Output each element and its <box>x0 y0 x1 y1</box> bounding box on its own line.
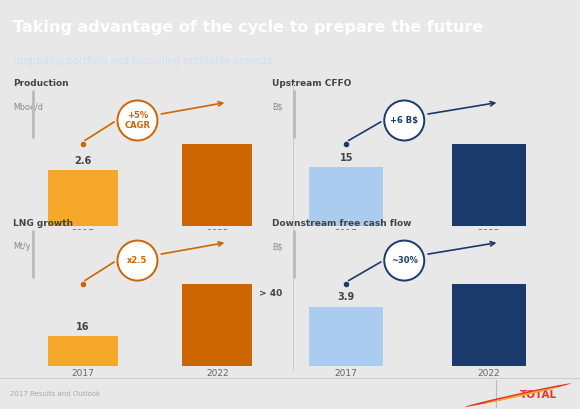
Text: 54: 54 <box>341 249 351 258</box>
Ellipse shape <box>385 240 424 281</box>
Text: 15: 15 <box>339 153 353 163</box>
Text: x2.5: x2.5 <box>127 256 148 265</box>
Text: ~30%: ~30% <box>391 256 418 265</box>
Bar <box>309 306 383 366</box>
Text: Upgrading portfolio and launching profitable projects: Upgrading portfolio and launching profit… <box>13 56 272 66</box>
Text: 2.6: 2.6 <box>74 156 91 166</box>
Bar <box>48 336 118 366</box>
Text: TOTAL: TOTAL <box>520 390 557 400</box>
Bar <box>48 170 118 226</box>
Bar <box>452 144 525 226</box>
Text: B$: B$ <box>273 242 283 251</box>
Text: 60: 60 <box>484 249 494 258</box>
Ellipse shape <box>118 240 157 281</box>
Text: Brent ($/b): Brent ($/b) <box>299 249 337 256</box>
Ellipse shape <box>484 387 560 404</box>
Text: +5%
CAGR: +5% CAGR <box>125 111 150 130</box>
Ellipse shape <box>385 101 424 140</box>
Text: B$: B$ <box>273 102 283 111</box>
Text: Mt/y: Mt/y <box>13 242 30 251</box>
Bar <box>309 167 383 226</box>
Text: Production: Production <box>13 79 68 88</box>
Bar <box>182 144 252 226</box>
Bar <box>452 283 525 366</box>
Text: > 40: > 40 <box>259 289 282 298</box>
Text: Taking advantage of the cycle to prepare the future: Taking advantage of the cycle to prepare… <box>13 20 483 35</box>
Bar <box>182 283 252 366</box>
Text: Downstream free cash flow: Downstream free cash flow <box>273 219 412 228</box>
Text: 2017 Results and Outlook: 2017 Results and Outlook <box>10 391 100 398</box>
Text: LNG growth: LNG growth <box>13 219 73 228</box>
Text: +6 B$: +6 B$ <box>390 116 418 125</box>
Text: Upstream CFFO: Upstream CFFO <box>273 79 351 88</box>
Ellipse shape <box>118 101 157 140</box>
Text: 3.9: 3.9 <box>338 292 355 302</box>
Text: 16: 16 <box>76 322 89 332</box>
Ellipse shape <box>465 383 571 407</box>
Text: Mboe/d: Mboe/d <box>13 102 43 111</box>
